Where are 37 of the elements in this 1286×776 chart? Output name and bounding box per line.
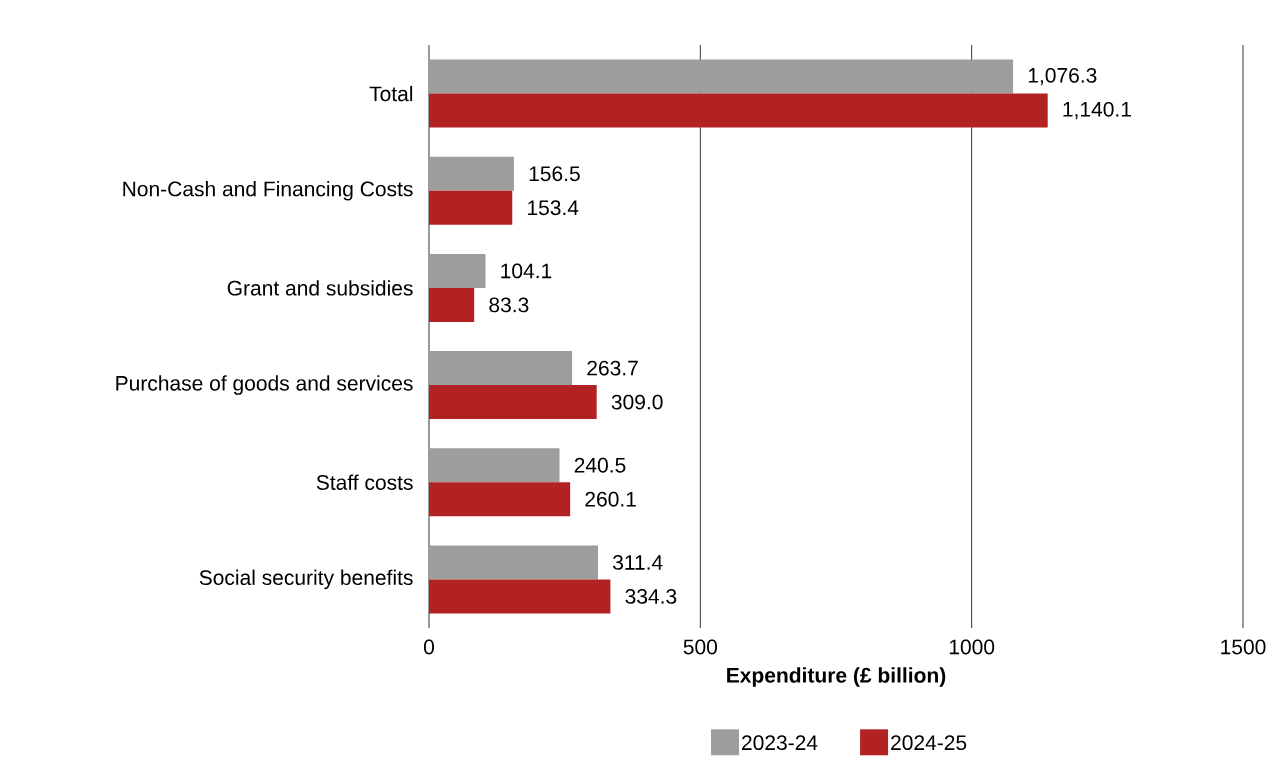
- bar: [429, 385, 597, 420]
- data-label: 334.3: [625, 588, 677, 604]
- y-tick-label: Non-Cash and Financing Costs: [123, 180, 413, 201]
- data-label: 104.1: [501, 263, 552, 279]
- legend-label: 2023-24: [742, 735, 818, 751]
- bar: [429, 253, 486, 288]
- data-label: 311.4: [612, 554, 663, 570]
- bar: [429, 93, 1048, 128]
- data-label: 156.5: [529, 166, 580, 182]
- x-tick-label: 1500: [1221, 639, 1266, 655]
- y-tick-label: Social security benefits: [199, 569, 413, 590]
- data-label: 263.7: [587, 360, 638, 376]
- bar: [429, 579, 611, 614]
- bar: [429, 448, 560, 483]
- x-axis-title: Expenditure (£ billion): [727, 667, 946, 687]
- data-label: 309.0: [611, 394, 663, 410]
- bar: [429, 59, 1014, 94]
- bar: [429, 545, 598, 580]
- bar: [429, 156, 514, 191]
- bar: [429, 351, 573, 386]
- data-label: 153.4: [528, 200, 579, 216]
- bar: [429, 482, 571, 517]
- x-tick-label: 0: [423, 639, 435, 655]
- x-tick-label: 1000: [949, 639, 995, 655]
- data-label: 1,140.1: [1063, 101, 1131, 120]
- data-label: 1,076.3: [1028, 67, 1097, 86]
- y-tick-label: Purchase of goods and services: [116, 375, 413, 395]
- y-tick-label: Total: [369, 85, 413, 102]
- y-tick-label: Staff costs: [316, 474, 413, 490]
- data-label: 260.1: [585, 491, 636, 507]
- y-tick-label: Grant and subsidies: [227, 280, 413, 296]
- x-tick-label: 500: [683, 639, 718, 655]
- bar: [429, 190, 513, 225]
- data-label: 240.5: [574, 457, 626, 473]
- bar: [429, 287, 475, 322]
- legend-label: 2024-25: [891, 735, 967, 751]
- data-label: 83.3: [489, 297, 529, 313]
